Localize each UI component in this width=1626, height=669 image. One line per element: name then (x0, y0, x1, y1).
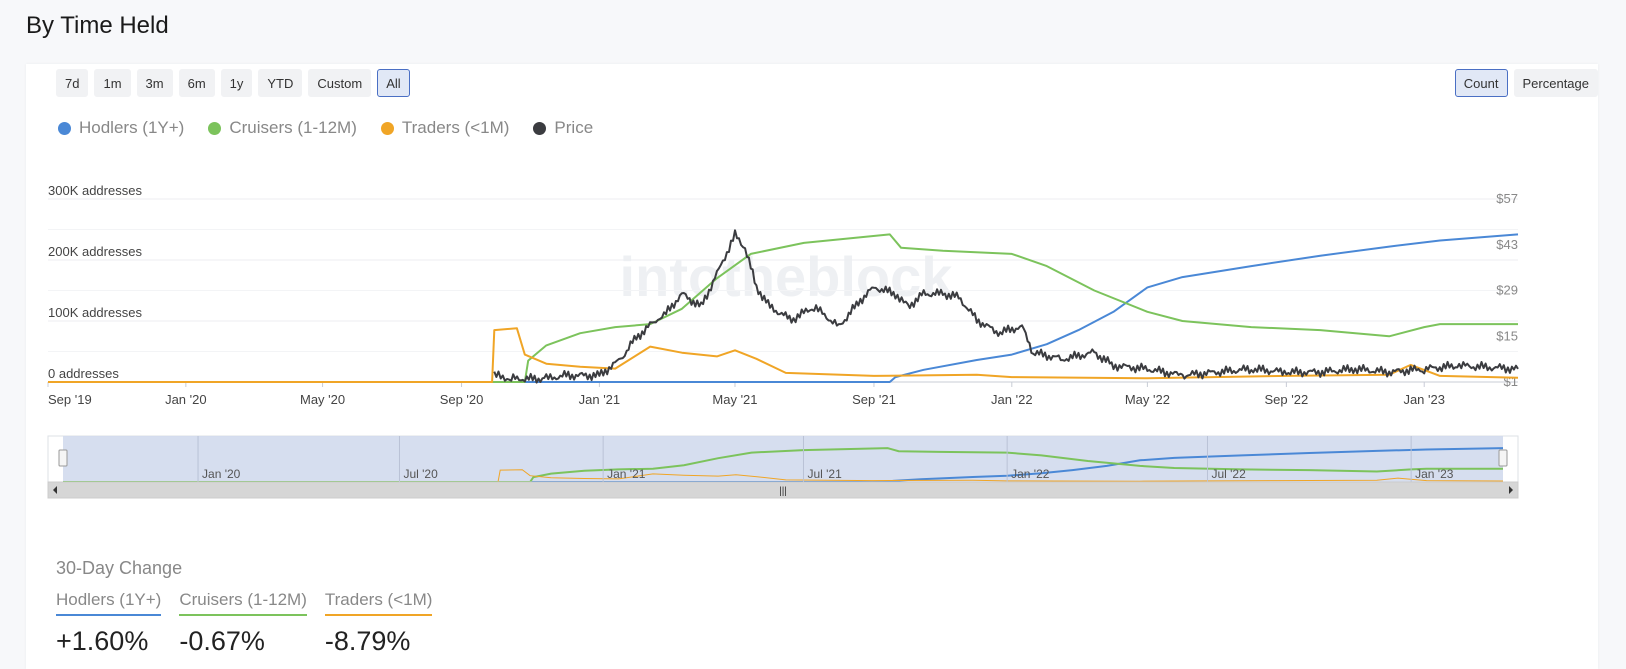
navigator-tick-label: Jan '20 (202, 467, 241, 481)
y2-tick-label: $57 (1496, 191, 1518, 206)
y2-tick-label: $1 (1504, 374, 1518, 389)
x-tick-label: Sep '20 (440, 392, 484, 407)
change-label: Hodlers (1Y+) (56, 590, 162, 616)
change-traders: Traders (<1M) -8.79% (324, 590, 433, 657)
chart-legend: Hodlers (1Y+) Cruisers (1-12M) Traders (… (58, 118, 593, 138)
x-tick-label: May '20 (300, 392, 345, 407)
x-tick-label: May '22 (1125, 392, 1170, 407)
y-tick-label: 300K addresses (48, 183, 142, 198)
change-label: Cruisers (1-12M) (179, 590, 307, 616)
y2-tick-label: $15 (1496, 328, 1518, 343)
legend-item-price[interactable]: Price (533, 118, 593, 138)
watermark-text: intotheblock (620, 245, 954, 308)
navigator-tick-label: Jan '23 (1415, 467, 1454, 481)
range-6m-button[interactable]: 6m (178, 69, 215, 97)
navigator-tick-label: Jul '21 (807, 467, 842, 481)
x-tick-label: Jan '20 (165, 392, 207, 407)
navigator-tick-label: Jul '20 (403, 467, 438, 481)
x-tick-label: Sep '22 (1265, 392, 1309, 407)
y2-tick-label: $29 (1496, 283, 1518, 298)
change-value: -0.67% (179, 626, 265, 656)
x-tick-label: Jan '22 (991, 392, 1033, 407)
page-title: By Time Held (26, 12, 169, 39)
chart-card: 7d 1m 3m 6m 1y YTD Custom All Count Perc… (26, 64, 1598, 669)
mode-count-button[interactable]: Count (1454, 69, 1508, 97)
mode-percentage-button[interactable]: Percentage (1513, 69, 1598, 97)
y2-tick-label: $43 (1496, 237, 1518, 252)
change-value: -8.79% (324, 626, 411, 656)
chart-svg: intotheblock 0 addresses 100K addresses 200… (47, 183, 1519, 499)
legend-label: Hodlers (1Y+) (79, 118, 185, 137)
mode-selector: Count Percentage (1454, 69, 1598, 97)
x-tick-label: May '21 (712, 392, 757, 407)
navigator-tick-label: Jan '21 (607, 467, 646, 481)
range-1m-button[interactable]: 1m (94, 69, 131, 97)
range-7d-button[interactable]: 7d (56, 69, 89, 97)
legend-item-hodlers[interactable]: Hodlers (1Y+) (58, 118, 184, 138)
change-value: +1.60% (56, 626, 149, 656)
y-tick-label: 200K addresses (48, 244, 142, 259)
range-1y-button[interactable]: 1y (220, 69, 253, 97)
navigator-tick-label: Jul '22 (1211, 467, 1246, 481)
range-3m-button[interactable]: 3m (136, 69, 173, 97)
change-title: 30-Day Change (56, 558, 183, 578)
legend-label: Cruisers (1-12M) (229, 118, 357, 137)
navigator-tick-label: Jan '22 (1011, 467, 1050, 481)
x-tick-label: Sep '19 (48, 392, 92, 407)
navigator-left-handle[interactable] (58, 449, 68, 467)
change-hodlers: Hodlers (1Y+) +1.60% (56, 590, 162, 657)
scroll-right-arrow-icon[interactable] (1509, 486, 1513, 494)
x-tick-label: Jan '21 (579, 392, 621, 407)
scrollbar-grip-icon[interactable]: ||| (779, 486, 787, 497)
legend-dot-icon (208, 121, 222, 135)
series-line-price (493, 229, 1519, 384)
change-panel: Hodlers (1Y+) +1.60% Cruisers (1-12M) -0… (56, 590, 433, 657)
x-tick-label: Sep '21 (852, 392, 896, 407)
range-selector: 7d 1m 3m 6m 1y YTD Custom All (56, 69, 410, 97)
navigator-selection (63, 436, 1503, 482)
series-line-cruisers (48, 233, 1518, 383)
legend-dot-icon (58, 121, 71, 135)
legend-label: Traders (<1M) (401, 118, 510, 137)
y-tick-label: 100K addresses (48, 305, 142, 320)
scrollbar-track[interactable] (47, 481, 1519, 499)
legend-item-traders[interactable]: Traders (<1M) (380, 118, 510, 138)
legend-label: Price (554, 118, 594, 137)
range-all-button[interactable]: All (377, 69, 410, 97)
legend-item-cruisers[interactable]: Cruisers (1-12M) (208, 118, 357, 138)
change-cruisers: Cruisers (1-12M) -0.67% (179, 590, 307, 657)
navigator-right-handle[interactable] (1498, 449, 1508, 467)
legend-dot-icon (380, 121, 394, 135)
change-label: Traders (<1M) (324, 590, 433, 616)
x-tick-label: Jan '23 (1403, 392, 1445, 407)
y-tick-label: 0 addresses (48, 366, 119, 381)
legend-dot-icon (533, 121, 547, 135)
navigator-line (63, 469, 1504, 483)
range-custom-button[interactable]: Custom (308, 69, 372, 97)
range-ytd-button[interactable]: YTD (258, 69, 303, 97)
scroll-left-arrow-icon[interactable] (53, 486, 57, 494)
navigator-line (63, 447, 1503, 483)
series-line-hodlers (48, 233, 1519, 383)
